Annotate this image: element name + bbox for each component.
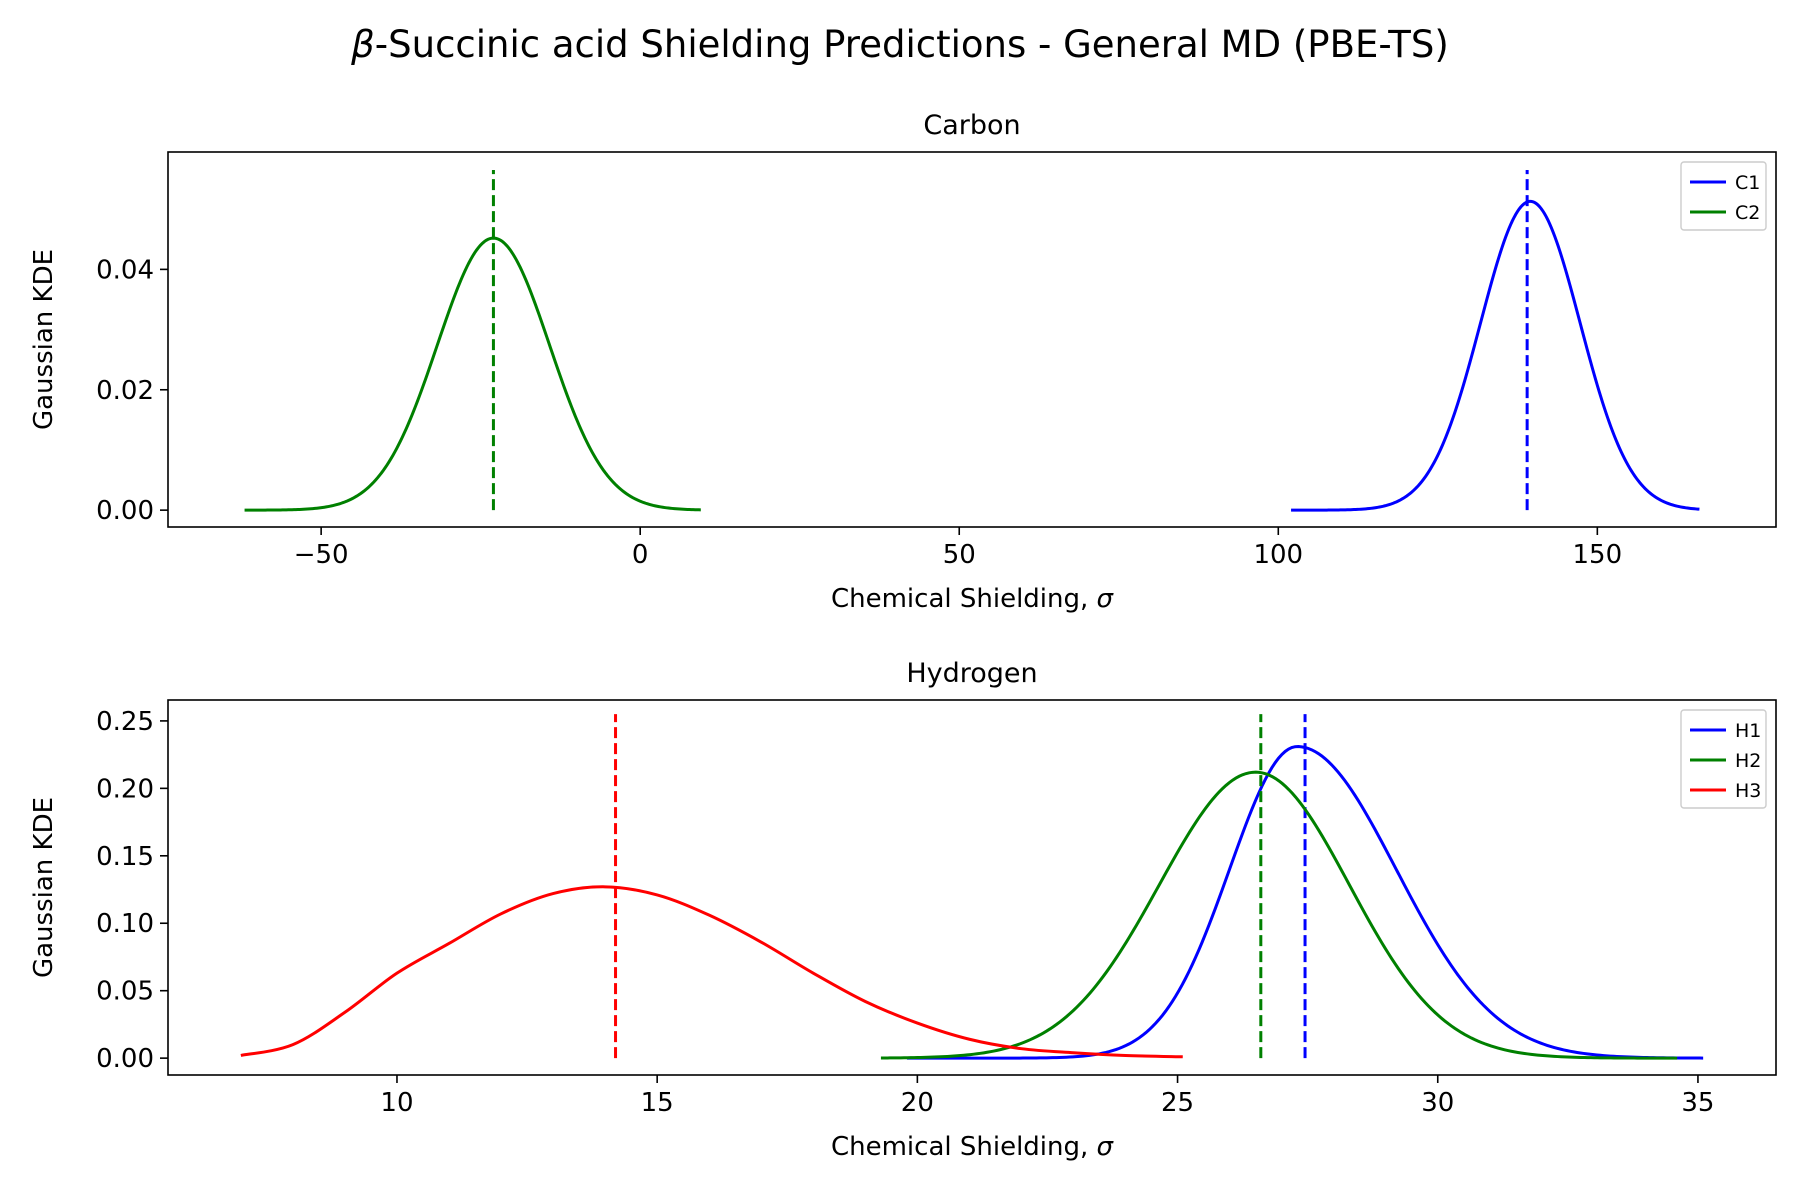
y-tick-label: 0.20 bbox=[96, 774, 154, 804]
subplot-title: Hydrogen bbox=[906, 658, 1037, 689]
x-tick-label: 0 bbox=[632, 540, 649, 570]
y-tick-label: 0.00 bbox=[96, 496, 154, 526]
series-line-h3 bbox=[240, 885, 1183, 1059]
x-axis-label: Chemical Shielding, σ bbox=[831, 1132, 1115, 1162]
legend-label-h3: H3 bbox=[1735, 780, 1761, 802]
series-line-c1 bbox=[1291, 199, 1700, 512]
legend: H1 H2 H3 bbox=[1680, 709, 1767, 809]
x-axis-label-text: Chemical Shielding, bbox=[831, 584, 1097, 614]
y-tick-label: 0.00 bbox=[96, 1044, 154, 1074]
y-tick-label: 0.04 bbox=[96, 255, 154, 285]
y-tick-label: 0.02 bbox=[96, 376, 154, 406]
x-axis-label: Chemical Shielding, σ bbox=[831, 584, 1115, 614]
x-tick-label: 25 bbox=[1161, 1088, 1194, 1118]
legend-label-h2: H2 bbox=[1735, 750, 1761, 772]
figure-title: β-Succinic acid Shielding Predictions - … bbox=[350, 23, 1449, 66]
x-tick-label: 20 bbox=[901, 1088, 934, 1118]
legend-label-c1: C1 bbox=[1735, 172, 1760, 194]
subplot-title: Carbon bbox=[923, 110, 1020, 141]
y-tick-label: 0.10 bbox=[96, 909, 154, 939]
figure-title-text: -Succinic acid Shielding Predictions - G… bbox=[375, 23, 1449, 66]
axes-frame bbox=[167, 151, 1777, 528]
figure-title-italic: β bbox=[350, 23, 375, 66]
x-axis-label-symbol: σ bbox=[1097, 584, 1115, 614]
y-axis-label: Gaussian KDE bbox=[29, 797, 59, 978]
x-tick-label: 150 bbox=[1573, 540, 1623, 570]
series-line-h2 bbox=[880, 770, 1678, 1060]
plot-area bbox=[240, 714, 1704, 1060]
x-tick-label: 50 bbox=[943, 540, 976, 570]
hydrogen-subplot: Hydrogen 10 15 20 25 30 35 0.00 0.05 0.10 0.15 0.20… bbox=[29, 658, 1777, 1162]
x-tick-label: 30 bbox=[1421, 1088, 1454, 1118]
y-axis-label: Gaussian KDE bbox=[29, 249, 59, 430]
axes-frame bbox=[167, 699, 1777, 1076]
y-tick-label: 0.05 bbox=[96, 977, 154, 1007]
carbon-subplot: Carbon −50 0 50 100 150 0.00 0.02 0.04 Chemical S… bbox=[29, 110, 1777, 614]
x-tick-label: 10 bbox=[380, 1088, 413, 1118]
x-tick-label: −50 bbox=[294, 540, 349, 570]
plot-area bbox=[244, 170, 1700, 512]
x-tick-label: 100 bbox=[1253, 540, 1303, 570]
x-tick-label: 35 bbox=[1681, 1088, 1714, 1118]
series-line-c2 bbox=[244, 236, 701, 512]
y-tick-label: 0.25 bbox=[96, 707, 154, 737]
y-tick-label: 0.15 bbox=[96, 842, 154, 872]
x-tick-label: 15 bbox=[641, 1088, 674, 1118]
x-axis-label-symbol: σ bbox=[1097, 1132, 1115, 1162]
legend-label-c2: C2 bbox=[1735, 202, 1760, 224]
legend-label-h1: H1 bbox=[1735, 720, 1761, 742]
x-axis-label-text: Chemical Shielding, bbox=[831, 1132, 1097, 1162]
